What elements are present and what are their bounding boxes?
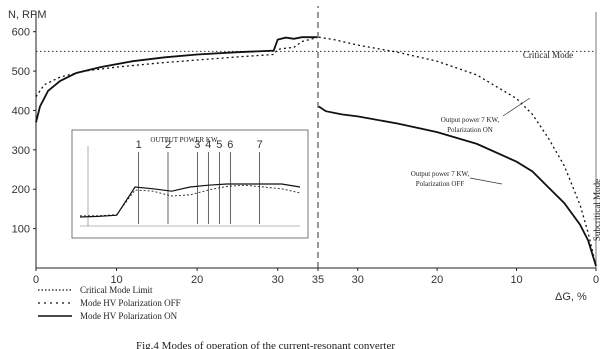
x-tick-label: 35 bbox=[312, 274, 324, 286]
series-polarization-off-left-line bbox=[35, 36, 318, 98]
inset-marker-label: 2 bbox=[165, 139, 171, 151]
legend-label: Critical Mode Limit bbox=[80, 285, 153, 295]
y-tick-label: 200 bbox=[12, 184, 30, 196]
output-on-annotation: Polarization ON bbox=[447, 126, 493, 134]
x-tick-label: 30 bbox=[352, 274, 364, 286]
x-tick-label: 30 bbox=[272, 274, 284, 286]
inset-marker-label: 3 bbox=[194, 139, 200, 151]
y-axis-label: N, RPM bbox=[8, 9, 47, 21]
legend: Critical Mode Limit Mode HV Polarization … bbox=[38, 285, 181, 321]
inset-marker-label: 6 bbox=[227, 139, 233, 151]
y-tick-label: 500 bbox=[12, 66, 30, 78]
x-tick-label: 20 bbox=[191, 274, 203, 286]
x-tick-label: 10 bbox=[510, 274, 522, 286]
x-axis-label: ΔG, % bbox=[555, 291, 587, 303]
inset-marker-label: 7 bbox=[257, 139, 263, 151]
x-tick-label: 0 bbox=[593, 274, 599, 286]
output-off-annotation: Output power 7 KW, bbox=[411, 170, 470, 178]
y-tick-label: 400 bbox=[12, 105, 30, 117]
inset-chart: OUTPUT POWER KW 1 2 3 4 5 6 7 bbox=[71, 129, 309, 239]
x-tick-label: 10 bbox=[110, 274, 122, 286]
legend-label: Mode HV Polarization ON bbox=[80, 311, 178, 321]
subcritical-mode-label: Subcritical Mode bbox=[592, 179, 602, 241]
series-polarization-on-left-line bbox=[35, 36, 318, 123]
labels-layer: Critical Mode Subcritical Mode Output powe… bbox=[411, 50, 602, 241]
y-tick-label: 600 bbox=[12, 27, 30, 39]
output-off-pointer bbox=[469, 177, 503, 185]
x-tick-label: 0 bbox=[33, 274, 39, 286]
output-off-annotation: Polarization OFF bbox=[416, 180, 465, 188]
series-polarization-on-right-line bbox=[318, 105, 597, 267]
inset-marker-label: 1 bbox=[136, 139, 142, 151]
inset-solid-line bbox=[79, 183, 301, 218]
y-tick-label: 300 bbox=[12, 145, 30, 157]
series-polarization-off-right-line bbox=[318, 36, 597, 267]
inset-marker-label: 5 bbox=[216, 139, 222, 151]
series-layer bbox=[35, 36, 597, 267]
x-tick-label: 20 bbox=[431, 274, 443, 286]
figure-caption: Fig.4 Modes of operation of the current-… bbox=[136, 340, 395, 349]
output-on-annotation: Output power 7 KW, bbox=[441, 116, 500, 124]
inset-marker-label: 4 bbox=[205, 139, 211, 151]
output-on-pointer bbox=[502, 97, 531, 117]
inset-title: OUTPUT POWER KW bbox=[150, 136, 218, 144]
y-tick-label: 100 bbox=[12, 224, 30, 236]
legend-label: Mode HV Polarization OFF bbox=[80, 298, 181, 308]
critical-mode-label: Critical Mode bbox=[523, 50, 573, 60]
